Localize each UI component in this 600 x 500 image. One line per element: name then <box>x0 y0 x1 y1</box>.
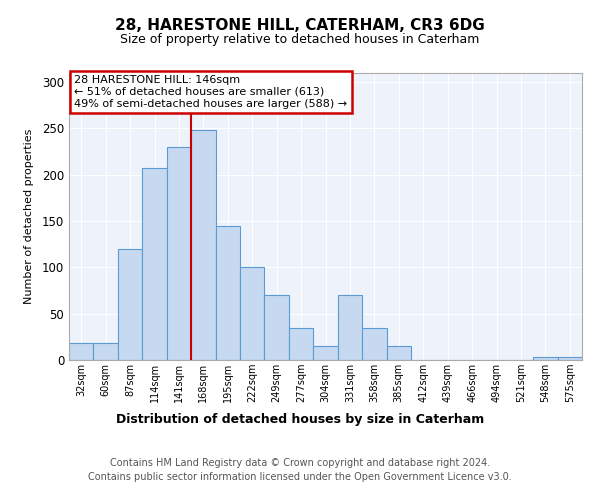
Bar <box>167 146 191 360</box>
Bar <box>69 344 94 360</box>
Bar <box>191 130 215 360</box>
Bar <box>386 346 411 360</box>
Bar <box>289 328 313 360</box>
Bar <box>533 357 557 360</box>
Bar <box>265 295 289 360</box>
Bar <box>118 248 142 360</box>
Bar <box>313 346 338 360</box>
Text: Contains HM Land Registry data © Crown copyright and database right 2024.
Contai: Contains HM Land Registry data © Crown c… <box>88 458 512 482</box>
Text: Distribution of detached houses by size in Caterham: Distribution of detached houses by size … <box>116 412 484 426</box>
Text: Size of property relative to detached houses in Caterham: Size of property relative to detached ho… <box>121 32 479 46</box>
Bar <box>215 226 240 360</box>
Bar <box>338 295 362 360</box>
Bar <box>94 344 118 360</box>
Bar <box>142 168 167 360</box>
Bar <box>240 268 265 360</box>
Bar <box>362 328 386 360</box>
Y-axis label: Number of detached properties: Number of detached properties <box>23 128 34 304</box>
Bar <box>557 357 582 360</box>
Text: 28 HARESTONE HILL: 146sqm
← 51% of detached houses are smaller (613)
49% of semi: 28 HARESTONE HILL: 146sqm ← 51% of detac… <box>74 76 347 108</box>
Text: 28, HARESTONE HILL, CATERHAM, CR3 6DG: 28, HARESTONE HILL, CATERHAM, CR3 6DG <box>115 18 485 32</box>
